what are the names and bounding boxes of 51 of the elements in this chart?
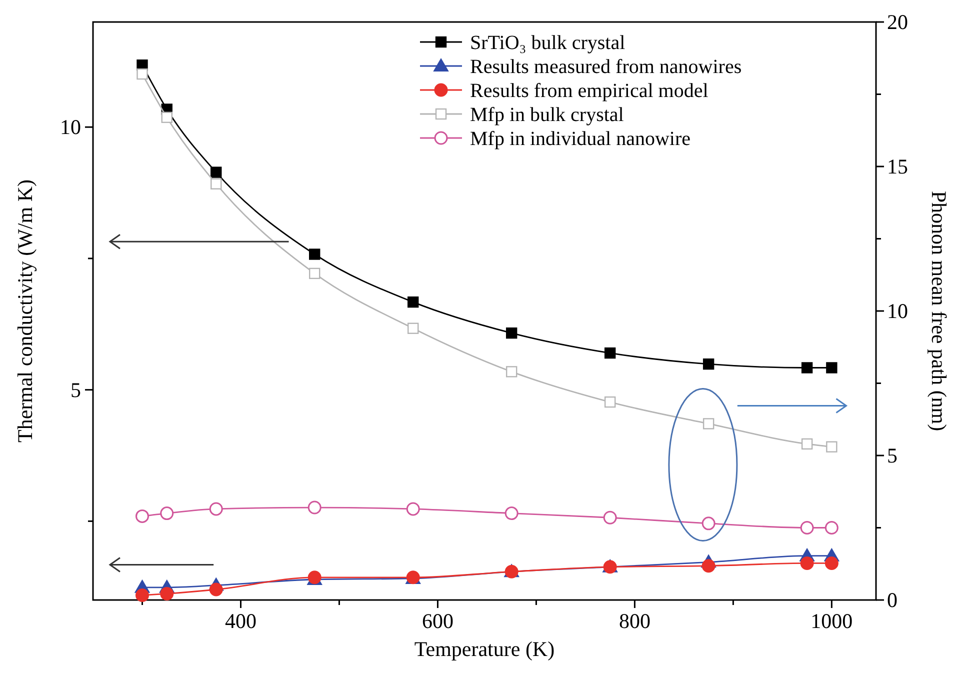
point [702,358,714,370]
point [801,362,813,374]
point [824,556,838,570]
legend-label: Mfp in bulk crystal [470,104,624,126]
point [824,521,838,534]
point [161,112,172,123]
legend-label: Results measured from nanowires [470,56,742,78]
point [135,509,149,523]
point [160,506,174,520]
y-axis-title: Thermal conductivity (W/m K) [13,179,37,443]
point [209,502,223,516]
y2-axis-title: Phonon mean free path (nm) [927,190,951,432]
point [826,362,838,374]
x-axis-title: Temperature (K) [414,637,555,661]
point [308,500,322,514]
point [702,516,716,530]
point [309,248,320,260]
point [826,441,838,452]
point [160,586,174,600]
point [407,322,419,334]
x-tick-label: 800 [618,609,650,633]
point [506,366,518,378]
y2-tick-label: 15 [887,154,908,178]
legend-label: Results from empirical model [470,80,709,102]
point [136,68,148,80]
point [210,166,222,178]
x-tick-label: 1000 [810,609,853,633]
point [801,438,813,450]
point [309,268,320,280]
point [604,347,616,359]
point [800,556,814,570]
point [210,178,222,190]
y2-tick-label: 0 [887,588,898,612]
x-tick-label: 600 [422,609,454,633]
point [800,521,814,534]
point [406,502,420,516]
point [504,506,518,520]
point [407,296,419,308]
point [506,327,518,339]
point [603,510,617,524]
legend-label: Mfp in individual nanowire [470,128,691,150]
y2-tick-label: 5 [887,444,898,468]
legend-label: SrTiO₃ bulk crystal [470,32,626,54]
point [209,582,223,596]
point [604,396,616,408]
point [135,588,149,602]
x-tick-label: 400 [224,609,256,633]
point [702,559,716,573]
y2-tick-label: 20 [887,10,908,34]
y2-tick-label: 10 [887,299,908,323]
point [702,418,714,430]
